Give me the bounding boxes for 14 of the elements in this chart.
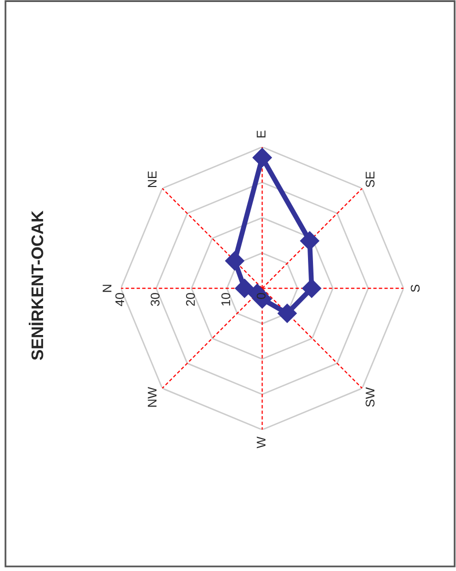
text: SENİRKENT-OCAK (28, 210, 44, 360)
spoke-label: E (256, 130, 266, 138)
spoke-label: N (102, 284, 112, 292)
spoke-label: S (410, 284, 420, 292)
spoke-label: NE (148, 171, 156, 188)
y-tick-label: 10 (221, 293, 230, 306)
y-tick-label: 30 (150, 293, 160, 306)
spoke-label: W (256, 436, 266, 448)
y-tick-label: 40 (115, 293, 124, 306)
y-tick-label: 20 (186, 293, 195, 306)
spoke-label: SW (366, 387, 375, 407)
spoke-label: SE (366, 172, 375, 188)
y-tick-label: 0 (256, 293, 266, 299)
spoke-label: NW (148, 386, 156, 407)
